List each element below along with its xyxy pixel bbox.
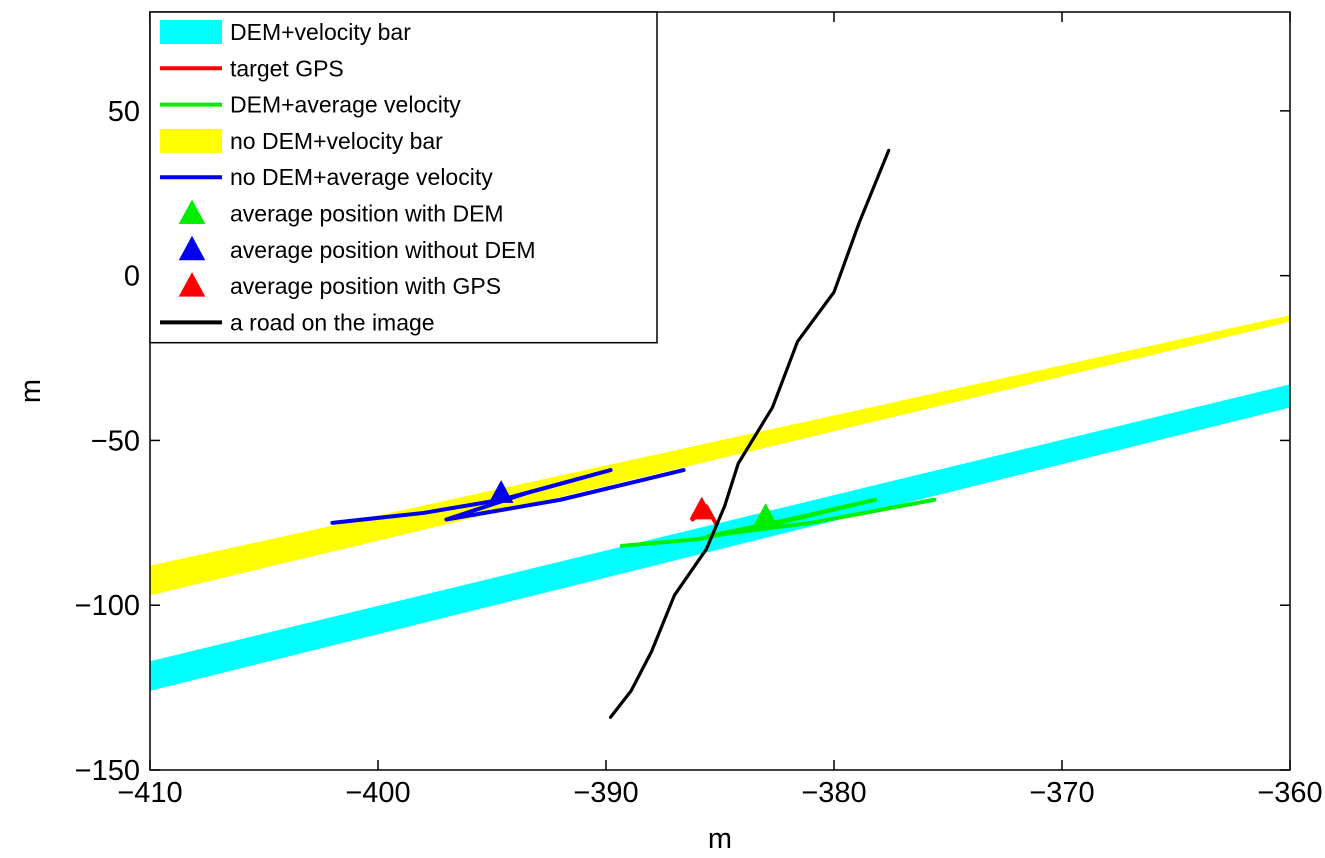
legend-entry: average position with DEM — [230, 201, 504, 227]
legend-entry: average position without DEM — [230, 237, 536, 263]
x-axis-label: m — [708, 823, 732, 853]
y-tick-label: −150 — [75, 755, 140, 787]
x-tick-label: −380 — [801, 777, 866, 809]
legend-swatch — [178, 235, 206, 261]
x-tick-label: −390 — [573, 777, 638, 809]
legend: DEM+velocity bar target GPS DEM+average ve… — [149, 11, 658, 344]
legend-entry: no DEM+velocity bar — [230, 128, 443, 154]
marker-average-position-with-gps — [689, 496, 715, 520]
y-axis-label: m — [15, 379, 47, 403]
line-a-road-on-the-image — [608, 148, 891, 719]
marker-average-position-without-dem — [488, 480, 514, 503]
plot-frame — [149, 11, 1291, 771]
legend-entry: target GPS — [230, 55, 344, 81]
legend-entry: average position with GPS — [230, 273, 501, 299]
x-tick-label: −410 — [117, 777, 182, 809]
y-tick-label: −50 — [91, 425, 140, 457]
y-tick-label: 50 — [108, 96, 140, 128]
legend-entry: a road on the image — [230, 309, 435, 335]
legend-swatch — [178, 199, 206, 224]
y-tick-label: 0 — [124, 261, 140, 293]
legend-entry: DEM+average velocity — [230, 92, 461, 118]
markers-layer — [488, 480, 778, 526]
line-no-dem-average-velocity — [330, 468, 686, 525]
marker-average-position-with-dem — [753, 503, 778, 526]
y-tick-label: −100 — [75, 590, 140, 622]
legend-entry: DEM+velocity bar — [230, 19, 411, 45]
legend-swatch — [160, 128, 222, 153]
legend-entry: no DEM+average velocity — [230, 164, 493, 190]
x-tick-label: −360 — [1257, 777, 1322, 809]
band-no-dem-velocity-bar — [150, 315, 1290, 596]
x-tick-label: −400 — [345, 777, 410, 809]
ticks-layer: −410 −400 −390 −380 −370 −360 −150 −100 −50 0 50 — [75, 12, 1323, 809]
bands-layer — [150, 315, 1290, 691]
legend-swatch — [178, 272, 206, 297]
x-tick-label: −370 — [1029, 777, 1094, 809]
legend-box — [149, 11, 658, 344]
line-dem-average-velocity — [619, 497, 937, 548]
legend-swatch — [160, 20, 222, 44]
band-dem-velocity-bar — [150, 384, 1290, 691]
